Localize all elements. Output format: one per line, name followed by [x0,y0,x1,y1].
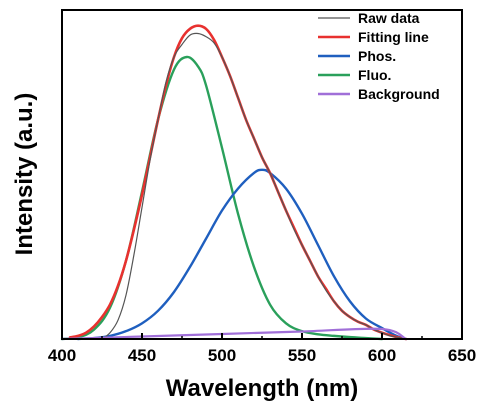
legend: Raw data Fitting line Phos. Fluo. Background [318,10,440,102]
x-tick-label: 450 [128,346,156,365]
x-tick-label: 550 [288,346,316,365]
x-tick-label: 400 [48,346,76,365]
legend-label-fluo: Fluo. [358,67,391,83]
y-axis-title: Intensity (a.u.) [11,93,38,256]
legend-label-phos: Phos. [358,48,396,64]
series-line-raw-data [101,32,407,340]
x-tick-label: 500 [208,346,236,365]
x-axis-ticks: 400 450 500 550 600 650 [48,333,476,365]
x-axis-title: Wavelength (nm) [166,375,358,402]
x-tick-label: 600 [368,346,396,365]
legend-label-fitting-line: Fitting line [358,29,429,45]
legend-label-background: Background [358,86,440,102]
x-tick-label: 650 [448,346,476,365]
series-layer [60,24,408,341]
series-line-phos [76,168,408,341]
legend-label-raw-data: Raw data [358,10,420,26]
series-line-background [60,327,408,341]
